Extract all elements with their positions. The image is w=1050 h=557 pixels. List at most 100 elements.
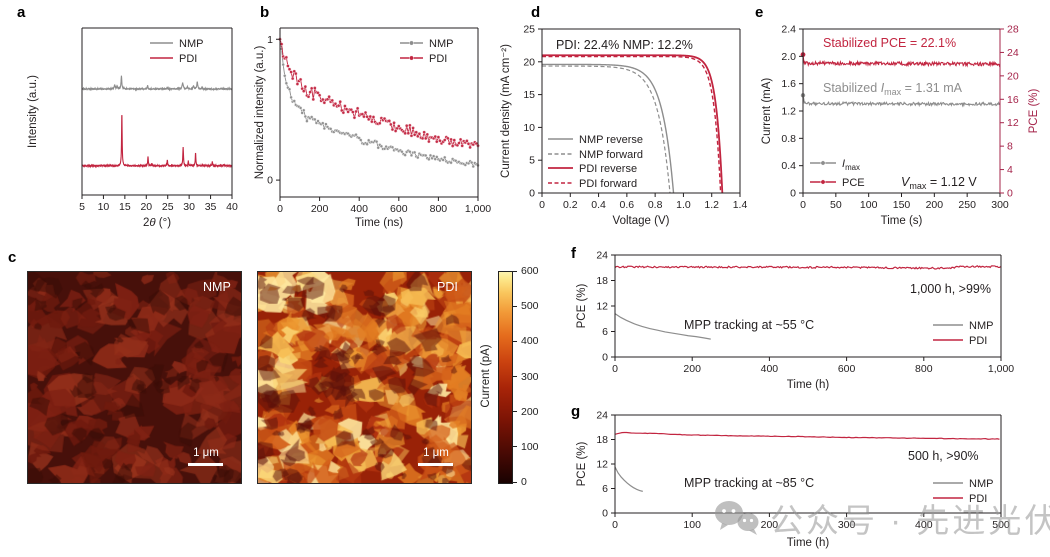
svg-text:0: 0 (602, 352, 608, 364)
svg-text:0: 0 (612, 363, 618, 375)
svg-text:24: 24 (596, 250, 608, 262)
svg-text:0: 0 (277, 203, 283, 215)
svg-text:NMP forward: NMP forward (579, 149, 643, 161)
svg-text:Imax: Imax (842, 158, 860, 172)
svg-text:PCE: PCE (842, 177, 865, 189)
colorbar-tick-mark (513, 305, 517, 307)
svg-text:2.4: 2.4 (781, 24, 796, 36)
nmp-cafm-map-image (27, 271, 242, 484)
svg-text:PDI: PDI (429, 53, 447, 65)
svg-text:0.8: 0.8 (648, 199, 663, 211)
svg-text:800: 800 (430, 203, 448, 215)
watermark: 公众号 · 先进光伏 (714, 494, 1050, 542)
colorbar-axis-label: Current (pA) (480, 344, 492, 408)
svg-text:25: 25 (523, 24, 535, 36)
svg-text:200: 200 (683, 363, 701, 375)
svg-text:150: 150 (893, 199, 911, 211)
svg-text:6: 6 (602, 483, 608, 495)
svg-text:PDI: 22.4% NMP: 12.2%: PDI: 22.4% NMP: 12.2% (556, 38, 693, 52)
svg-text:200: 200 (311, 203, 329, 215)
panel-letter-d: d (531, 4, 541, 21)
svg-text:500: 500 (992, 519, 1010, 531)
colorbar-tick-label: 300 (521, 370, 539, 383)
svg-text:100: 100 (860, 199, 878, 211)
svg-text:400: 400 (761, 363, 779, 375)
svg-text:Normalized intensity (a.u.): Normalized intensity (a.u.) (254, 46, 266, 180)
colorbar-tick-label: 100 (521, 440, 539, 453)
svg-text:MPP tracking at ~85 °C: MPP tracking at ~85 °C (684, 476, 814, 490)
svg-text:200: 200 (926, 199, 944, 211)
svg-text:4: 4 (1007, 164, 1013, 176)
svg-text:40: 40 (226, 201, 238, 213)
svg-text:NMP reverse: NMP reverse (579, 134, 643, 146)
svg-text:10: 10 (523, 122, 535, 134)
svg-text:Current density (mA cm⁻²): Current density (mA cm⁻²) (500, 44, 512, 178)
svg-text:24: 24 (1007, 47, 1019, 59)
panel-a-xrd-chart: 5 10 15 20 25 30 35 40 2θ (°) Intensity (a.u.) NMP… (27, 27, 238, 229)
svg-text:500 h, >90%: 500 h, >90% (908, 449, 979, 463)
panel-letter-b: b (260, 4, 270, 21)
pdi-map-label: PDI (437, 280, 458, 294)
svg-text:0: 0 (529, 188, 535, 200)
svg-text:1,000: 1,000 (988, 363, 1014, 375)
current-colorbar (498, 271, 513, 484)
colorbar-tick-mark (513, 411, 517, 413)
colorbar-tick-mark (513, 481, 517, 483)
svg-text:PCE (%): PCE (%) (1028, 88, 1040, 133)
svg-text:0: 0 (790, 188, 796, 200)
svg-text:NMP: NMP (969, 320, 993, 332)
nmp-scalebar-label: 1 μm (193, 447, 219, 459)
colorbar-tick-label: 0 (521, 476, 527, 488)
colorbar-tick-label: 500 (521, 300, 539, 313)
panel-g-mpp-85c-chart: 0 100 200 300 400 500 Time (h) 0 6 12 18 24 PCE (%) M… (576, 410, 1010, 550)
colorbar-tick-mark (513, 376, 517, 377)
svg-text:0: 0 (612, 519, 618, 531)
svg-text:50: 50 (830, 199, 842, 211)
pdi-cafm-map-image (257, 271, 472, 484)
svg-text:Stabilized PCE = 22.1%: Stabilized PCE = 22.1% (823, 36, 956, 50)
svg-text:400: 400 (350, 203, 368, 215)
svg-text:6: 6 (602, 326, 608, 338)
svg-text:PDI: PDI (179, 53, 197, 65)
svg-text:0: 0 (267, 175, 273, 187)
svg-text:300: 300 (838, 519, 856, 531)
svg-text:NMP: NMP (429, 38, 453, 50)
svg-text:0.6: 0.6 (620, 199, 635, 211)
svg-text:Intensity (a.u.): Intensity (a.u.) (27, 75, 39, 148)
svg-text:28: 28 (1007, 24, 1019, 36)
panel-c-cafm-maps: NMP PDI 1 μm 1 μm 0 100 200 300 400 500 600 Cu… (0, 244, 545, 557)
svg-text:PDI: PDI (969, 335, 987, 347)
nmp-map-label: NMP (203, 280, 231, 294)
svg-text:0.2: 0.2 (563, 199, 578, 211)
svg-text:Time (ns): Time (ns) (355, 217, 403, 229)
svg-text:1,000 h, >99%: 1,000 h, >99% (910, 282, 991, 296)
colorbar-tick-mark (513, 446, 517, 448)
svg-text:1,000: 1,000 (465, 203, 491, 215)
svg-text:800: 800 (915, 363, 933, 375)
svg-text:PDI forward: PDI forward (579, 178, 637, 190)
wechat-icon (715, 501, 759, 535)
panel-letter-e: e (755, 4, 764, 21)
svg-text:0: 0 (602, 508, 608, 520)
svg-text:PCE (%): PCE (%) (576, 441, 588, 486)
panel-d-jv-chart: 0 0.2 0.4 0.6 0.8 1.0 1.2 1.4 Voltage (V) 0 5 10 15 2… (500, 24, 747, 228)
svg-text:12: 12 (596, 301, 608, 313)
svg-text:PDI: PDI (969, 493, 987, 505)
svg-text:0: 0 (539, 199, 545, 211)
nmp-scalebar (188, 463, 223, 466)
pdi-scalebar (418, 463, 453, 466)
svg-text:0.8: 0.8 (781, 133, 796, 145)
svg-text:12: 12 (1007, 117, 1019, 129)
svg-text:12: 12 (596, 459, 608, 471)
svg-text:Time (h): Time (h) (787, 537, 830, 549)
svg-text:Time (s): Time (s) (881, 215, 923, 227)
colorbar-tick-label: 600 (521, 265, 539, 277)
svg-text:15: 15 (119, 201, 131, 213)
svg-text:Vmax = 1.12 V: Vmax = 1.12 V (901, 175, 977, 191)
svg-text:250: 250 (958, 199, 976, 211)
colorbar-tick-label: 200 (521, 405, 539, 418)
svg-text:20: 20 (140, 201, 152, 213)
svg-text:NMP: NMP (969, 478, 993, 490)
svg-text:25: 25 (162, 201, 174, 213)
